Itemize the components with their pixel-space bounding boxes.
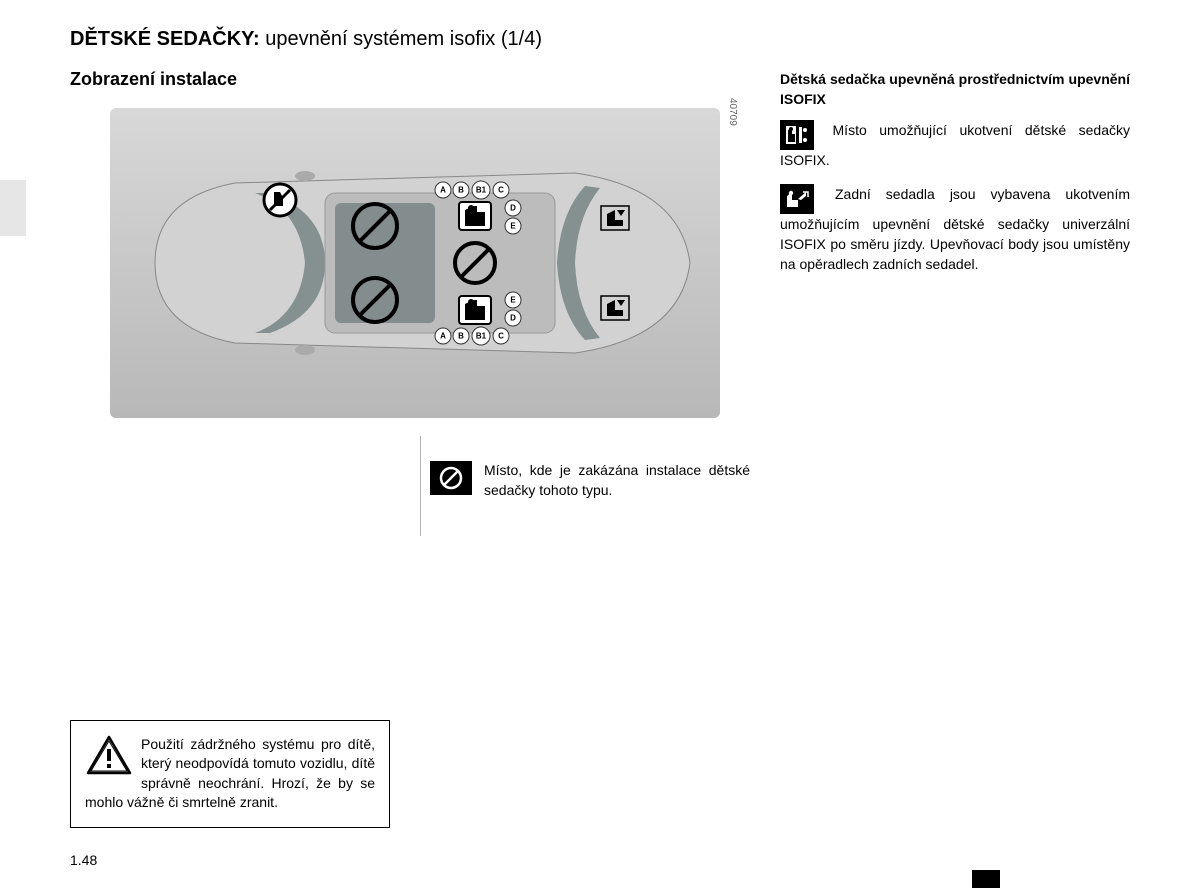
svg-text:D: D <box>510 204 516 213</box>
column-divider <box>420 436 421 536</box>
page-title: DĚTSKÉ SEDAČKY: upevnění systémem isofix… <box>70 28 1130 51</box>
warning-icon <box>85 735 133 777</box>
svg-text:D: D <box>510 314 516 323</box>
svg-text:C: C <box>498 186 504 195</box>
page-number: 1.48 <box>70 852 97 868</box>
manual-page: DĚTSKÉ SEDAČKY: upevnění systémem isofix… <box>0 0 1200 888</box>
title-bold: DĚTSKÉ SEDAČKY: <box>70 28 260 50</box>
left-column: Zobrazení instalace 40709 <box>70 69 750 500</box>
svg-text:E: E <box>510 296 516 305</box>
svg-text:B: B <box>458 332 464 341</box>
title-rest: upevnění systémem isofix <box>260 28 501 50</box>
page-edge-tab <box>972 870 1000 888</box>
isofix-seat-icon <box>780 120 814 150</box>
svg-text:B: B <box>458 186 464 195</box>
isofix-tether-icon <box>780 184 814 214</box>
warning-box: Použití zádržného systému pro dítě, kter… <box>70 720 390 828</box>
car-top-view-diagram: A B B1 C D E E D <box>110 108 720 418</box>
prohibit-icon <box>430 461 472 495</box>
svg-text:B1: B1 <box>476 186 487 195</box>
prohibit-note: Místo, kde je zakázána instalace dětské … <box>430 461 750 500</box>
isofix-anchor-para: Místo umožňující ukotvení dětské sedačky… <box>780 120 1130 170</box>
content-columns: Zobrazení instalace 40709 <box>70 69 1130 500</box>
title-pagepart: (1/4) <box>501 28 542 50</box>
subtitle: Zobrazení instalace <box>70 69 750 90</box>
right-heading: Dětská sedačka upevněná prostřednictvím … <box>780 69 1130 110</box>
isofix-rear-para: Zadní sedadla jsou vybavena ukotvením um… <box>780 184 1130 275</box>
svg-text:C: C <box>498 332 504 341</box>
isofix-rear-text: Zadní sedadla jsou vybavena ukotvením um… <box>780 186 1130 273</box>
right-column: Dětská sedačka upevněná prostřednictvím … <box>780 69 1130 500</box>
image-code: 40709 <box>727 98 738 126</box>
svg-text:E: E <box>510 222 516 231</box>
car-diagram-wrapper: 40709 <box>70 98 720 428</box>
svg-text:B1: B1 <box>476 332 487 341</box>
svg-text:A: A <box>440 186 446 195</box>
svg-text:A: A <box>440 332 446 341</box>
prohibit-note-text: Místo, kde je zakázána instalace dětské … <box>484 461 750 500</box>
car-svg: A B B1 C D E E D <box>125 138 705 388</box>
isofix-anchor-text: Místo umožňující ukotvení dětské sedačky… <box>780 122 1130 168</box>
